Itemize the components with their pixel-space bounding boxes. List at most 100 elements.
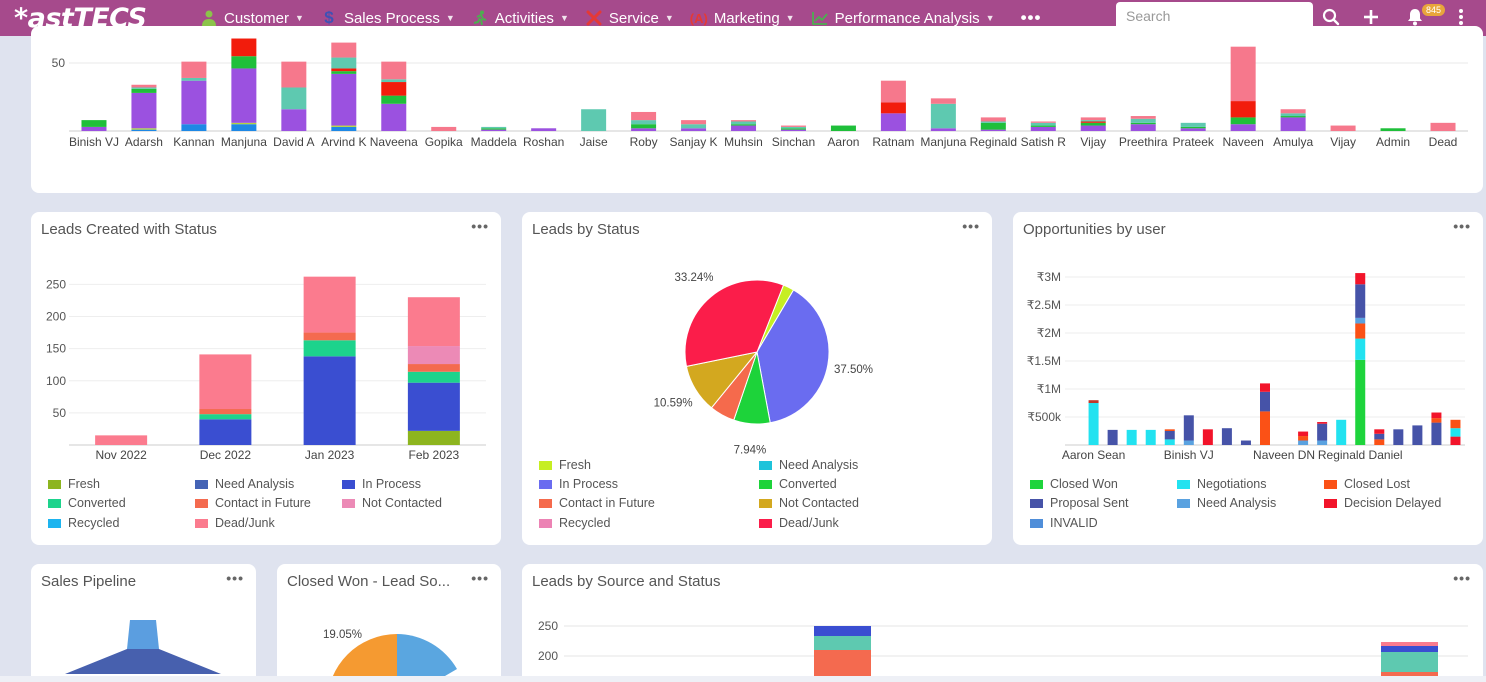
- leads-by-status-card: Leads by Status ••• 33.24% 37.50% 7.94% 10.…: [522, 212, 992, 545]
- legend-item[interactable]: Fresh: [48, 477, 100, 491]
- bar-segment: [131, 128, 157, 130]
- legend-item[interactable]: Dead/Junk: [195, 516, 275, 530]
- bar-segment: [1381, 642, 1438, 646]
- bar-segment: [1164, 429, 1175, 431]
- legend-item[interactable]: Decision Delayed: [1324, 496, 1441, 510]
- legend-item[interactable]: Negotiations: [1177, 477, 1267, 491]
- nav-item-service[interactable]: Service ▼: [585, 0, 674, 36]
- bar-segment: [1180, 122, 1206, 127]
- legend-item[interactable]: Need Analysis: [195, 477, 294, 491]
- legend-item[interactable]: Contact in Future: [195, 496, 311, 510]
- legend-swatch: [759, 518, 772, 528]
- notification-count-badge: 845: [1422, 4, 1446, 16]
- bar-segment: [1180, 126, 1206, 129]
- bar-segment: [1317, 422, 1328, 424]
- card-menu-button[interactable]: •••: [1453, 218, 1471, 234]
- legend-label: Not Contacted: [779, 496, 859, 510]
- bar-segment: [1130, 118, 1156, 123]
- bar-segment: [1374, 439, 1385, 445]
- bar-segment: [1183, 415, 1194, 441]
- legend-item[interactable]: Not Contacted: [342, 496, 442, 510]
- card-menu-button[interactable]: •••: [1453, 570, 1471, 586]
- bar-segment: [1260, 383, 1270, 392]
- legend-item[interactable]: Recycled: [48, 516, 119, 530]
- legend-item[interactable]: Closed Lost: [1324, 477, 1410, 491]
- more-menu-button[interactable]: •••: [1020, 8, 1042, 27]
- legend-item[interactable]: Proposal Sent: [1030, 496, 1129, 510]
- chevron-down-icon: ▼: [559, 13, 569, 23]
- x-tick-label: Roby: [630, 135, 658, 149]
- legend-swatch: [759, 479, 772, 489]
- legend-label: In Process: [559, 477, 619, 491]
- legend-item[interactable]: Converted: [48, 496, 126, 510]
- bar-segment: [1330, 125, 1356, 131]
- x-tick-label: Sanjay K: [670, 135, 718, 149]
- funnel-stage: [65, 649, 221, 674]
- legend-item[interactable]: INVALID: [1030, 516, 1098, 530]
- bar-segment: [1080, 117, 1106, 121]
- y-tick-label: 150: [46, 342, 66, 356]
- bar-segment: [780, 129, 806, 131]
- bar-segment: [331, 57, 357, 69]
- legend-item[interactable]: Recycled: [539, 516, 610, 530]
- card-menu-button[interactable]: •••: [226, 570, 244, 586]
- opportunities-chart: ₹500k ₹1M ₹1.5M ₹2M ₹2.5M ₹3M Aaron Sean Binish…: [1027, 270, 1465, 462]
- search-input[interactable]: [1116, 2, 1313, 30]
- bar-segment: [331, 71, 357, 74]
- sales-pipeline-funnel: [65, 620, 221, 674]
- legend-swatch: [342, 498, 355, 508]
- nav-item-activities[interactable]: Activities ▼: [471, 0, 569, 36]
- data-label: 10.59%: [654, 398, 693, 410]
- bar-segment: [407, 382, 460, 431]
- bar-segment: [131, 88, 157, 93]
- bar-segment: [1230, 101, 1256, 118]
- x-tick-label: Satish R: [1021, 135, 1067, 149]
- legend-item[interactable]: Need Analysis: [1177, 496, 1276, 510]
- horizontal-scrollbar[interactable]: [0, 676, 1486, 682]
- legend-item[interactable]: Not Contacted: [759, 496, 859, 510]
- tools-icon: [585, 9, 603, 27]
- legend-swatch: [48, 498, 61, 508]
- bar-segment: [980, 121, 1006, 123]
- bar-segment: [1280, 113, 1306, 117]
- data-label: 19.05%: [323, 629, 362, 641]
- legend-item[interactable]: Fresh: [539, 458, 591, 472]
- kebab-menu-icon[interactable]: [1448, 4, 1474, 30]
- bar-segment: [381, 82, 407, 96]
- bar-segment: [1164, 431, 1175, 440]
- nav-item-customer[interactable]: Customer ▼: [200, 0, 304, 36]
- legend-item[interactable]: In Process: [342, 477, 421, 491]
- legend-swatch: [195, 498, 208, 508]
- search-icon[interactable]: [1318, 4, 1344, 30]
- bar-segment: [1183, 440, 1194, 445]
- legend-item[interactable]: Contact in Future: [539, 496, 655, 510]
- bar-segment: [131, 92, 157, 129]
- card-title: Closed Won - Lead So...: [287, 573, 451, 590]
- legend-label: In Process: [362, 477, 422, 491]
- x-tick-label: Sinchan: [772, 135, 815, 149]
- card-menu-button[interactable]: •••: [471, 570, 489, 586]
- legend-item[interactable]: Closed Won: [1030, 477, 1118, 491]
- legend-swatch: [539, 518, 552, 528]
- bar-segment: [231, 56, 257, 69]
- legend-swatch: [1177, 498, 1190, 508]
- nav-item-performance-analysis[interactable]: Performance Analysis ▼: [811, 0, 995, 36]
- card-menu-button[interactable]: •••: [471, 218, 489, 234]
- bar-segment: [1030, 122, 1056, 126]
- bar-segment: [1355, 317, 1366, 324]
- nav-item-label: Marketing: [713, 9, 780, 27]
- bar-segment: [1374, 429, 1385, 434]
- bell-icon[interactable]: [1402, 4, 1428, 30]
- leads-by-source-card: Leads by Source and Status ••• 250 200: [522, 564, 1483, 682]
- y-tick-label: 50: [52, 56, 66, 70]
- legend-item[interactable]: Converted: [759, 477, 837, 491]
- bar-segment: [780, 125, 806, 127]
- nav-item-marketing[interactable]: (A) Marketing ▼: [690, 0, 795, 36]
- add-icon[interactable]: [1358, 4, 1384, 30]
- legend-item[interactable]: Dead/Junk: [759, 516, 839, 530]
- bar-segment: [1450, 419, 1461, 429]
- legend-item[interactable]: Need Analysis: [759, 458, 858, 472]
- card-menu-button[interactable]: •••: [962, 218, 980, 234]
- legend-item[interactable]: In Process: [539, 477, 618, 491]
- nav-item-sales-process[interactable]: $ Sales Process ▼: [320, 0, 455, 36]
